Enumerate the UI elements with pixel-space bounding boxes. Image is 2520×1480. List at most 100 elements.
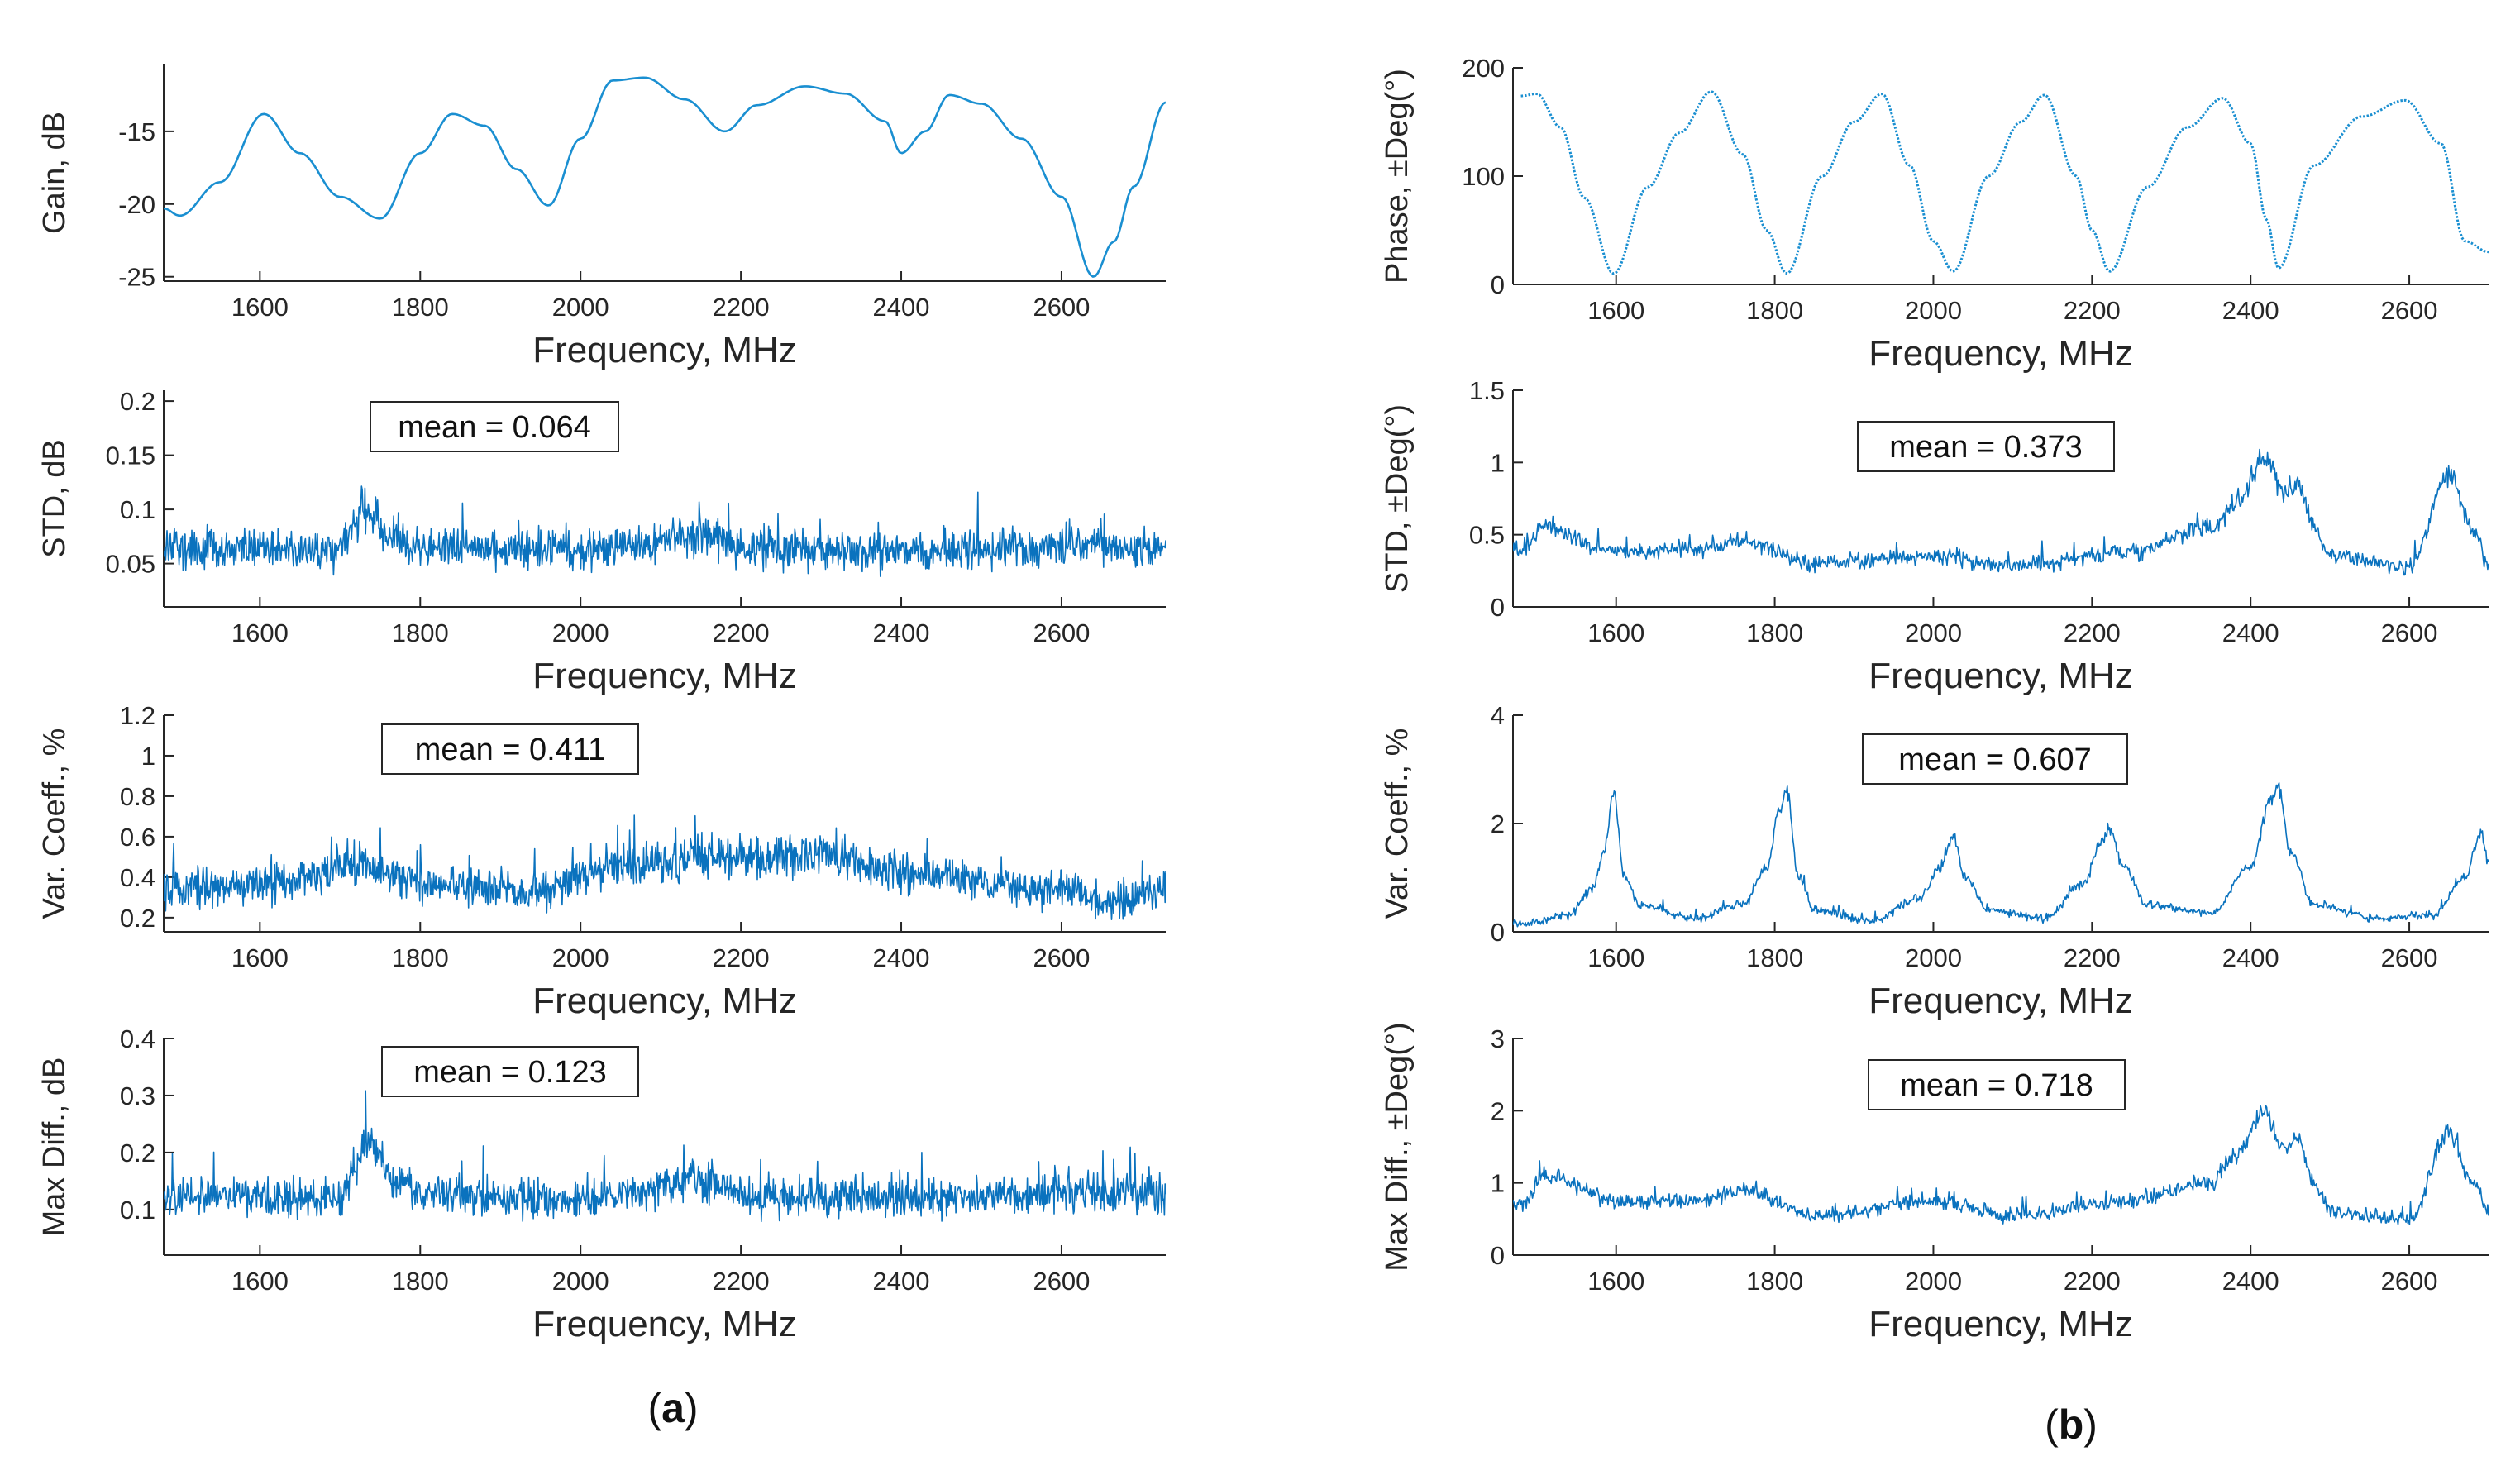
mean-annotation-box [1862,733,2128,785]
y-tick-label: 0 [1491,918,1505,947]
y-tick-label: 1.5 [1469,376,1505,405]
x-axis-label: Frequency, MHz [532,1304,797,1344]
x-tick-label: 2400 [873,293,930,322]
chart-std_phase: 1600 1800 2000 2200 2400 2600 0 0.5 1 1.5 Frequenc… [1380,376,2489,696]
panel-label-b: (b) [2045,1401,2098,1448]
x-tick-label: 2400 [2222,943,2279,972]
y-tick-label: -25 [118,263,155,292]
x-tick-label: 1600 [1587,618,1644,647]
x-tick-label: 2600 [2381,943,2438,972]
y-tick-label: 2 [1491,1096,1505,1125]
x-tick-label: 2000 [552,293,609,322]
x-tick-label: 2400 [2222,296,2279,325]
mean-annotation-box [1857,421,2115,472]
mean-annotation-text: mean = 0.607 [1898,742,2091,777]
y-tick-label: 0.4 [120,1024,155,1053]
y-tick-label: 0.4 [120,863,155,892]
mean-annotation-text: mean = 0.064 [398,410,590,445]
mean-annotation-box [1868,1059,2126,1110]
y-tick-label: 0.2 [120,904,155,933]
x-tick-label: 1800 [1746,1267,1803,1296]
chart-std_gain: 1600 1800 2000 2200 2400 2600 0.05 0.1 0.15 0.2 Fr… [37,387,1166,696]
y-axis-label: Phase, ±Deg(°) [1380,69,1415,284]
x-tick-label: 2000 [552,618,609,647]
y-tick-label: 0.1 [120,1196,155,1225]
x-axis-label: Frequency, MHz [532,330,797,370]
x-tick-label: 2600 [1033,943,1090,972]
x-tick-label: 1800 [392,943,449,972]
x-tick-label: 2400 [2222,618,2279,647]
x-axis-label: Frequency, MHz [532,656,797,696]
panel-letter-a: a [661,1385,685,1431]
x-tick-label: 1600 [1587,296,1644,325]
x-tick-label: 2200 [2064,1267,2121,1296]
x-tick-label: 2600 [2381,618,2438,647]
x-tick-label: 2200 [2064,943,2121,972]
x-tick-label: 1800 [392,1267,449,1296]
y-tick-label: 2 [1491,809,1505,838]
mean-annotation-box [370,401,619,452]
x-tick-label: 2000 [1905,618,1962,647]
y-tick-label: 0.2 [120,1139,155,1167]
x-tick-label: 2200 [713,293,770,322]
y-axis-label: Max Diff., dB [37,1057,72,1237]
panel-letter-b: b [2059,1401,2084,1448]
x-tick-label: 2200 [713,943,770,972]
series-line [1520,90,2489,275]
x-tick-label: 2400 [873,618,930,647]
x-tick-label: 1600 [1587,943,1644,972]
x-axis-label: Frequency, MHz [1869,1304,2133,1344]
x-tick-label: 1800 [1746,943,1803,972]
x-tick-label: 2600 [1033,1267,1090,1296]
y-axis-label: STD, ±Deg(°) [1380,404,1415,593]
y-tick-label: 100 [1462,162,1505,191]
y-tick-label: 0 [1491,1241,1505,1270]
y-tick-label: 0.6 [120,823,155,852]
y-tick-label: 0.3 [120,1081,155,1110]
series-line [164,814,1166,920]
mean-annotation-text: mean = 0.411 [415,733,606,767]
y-tick-label: 0.1 [120,495,155,524]
y-tick-label: 3 [1491,1024,1505,1053]
chart-var_phase: 1600 1800 2000 2200 2400 2600 0 2 4 Frequency, MH… [1380,701,2489,1021]
chart-maxdiff_gain: 1600 1800 2000 2200 2400 2600 0.1 0.2 0.3 0.4 Freq… [37,1024,1166,1344]
chart-gain: 1600 1800 2000 2200 2400 2600 -25 -20 -15 Frequen… [37,64,1166,370]
y-tick-label: 0.8 [120,782,155,811]
mean-annotation-box [381,723,639,775]
y-tick-label: 200 [1462,54,1505,83]
x-tick-label: 2600 [1033,293,1090,322]
y-tick-label: 0 [1491,593,1505,622]
y-tick-label: 0.2 [120,387,155,416]
x-tick-label: 2000 [1905,1267,1962,1296]
chart-phase: 1600 1800 2000 2200 2400 2600 0 100 200 Frequency… [1380,54,2489,374]
x-tick-label: 2000 [1905,296,1962,325]
mean-annotation-box [381,1046,639,1097]
x-tick-label: 2200 [2064,296,2121,325]
x-tick-label: 2000 [552,1267,609,1296]
y-tick-label: 1 [1491,1169,1505,1198]
x-tick-label: 2000 [1905,943,1962,972]
y-tick-label: 0.15 [106,442,155,470]
panel-label-a: (a) [647,1385,698,1431]
series-line [164,485,1166,577]
y-axis-label: Var. Coeff., % [1380,728,1415,919]
y-tick-label: 0.5 [1469,521,1505,550]
chart-panels: 1600 1800 2000 2200 2400 2600-25-20-15Frequen… [37,54,2489,1344]
x-axis-label: Frequency, MHz [532,981,797,1021]
x-tick-label: 2200 [2064,618,2121,647]
x-tick-label: 1800 [392,618,449,647]
x-tick-label: 1800 [1746,618,1803,647]
x-axis-label: Frequency, MHz [1869,981,2133,1021]
y-axis-label: STD, dB [37,439,72,558]
y-axis-label: Max Diff., ±Deg(°) [1380,1022,1415,1271]
x-tick-label: 1600 [231,618,289,647]
series-line [164,1090,1166,1223]
x-tick-label: 1600 [231,943,289,972]
x-tick-label: 1600 [231,293,289,322]
x-tick-label: 2200 [713,1267,770,1296]
y-axis-label: Var. Coeff., % [37,728,72,919]
y-tick-label: 1 [1491,448,1505,477]
chart-var_gain: 1600 1800 2000 2200 2400 2600 0.2 0.4 0.6 0.8 1 1.2… [37,701,1166,1021]
y-tick-label: 1 [141,742,155,771]
